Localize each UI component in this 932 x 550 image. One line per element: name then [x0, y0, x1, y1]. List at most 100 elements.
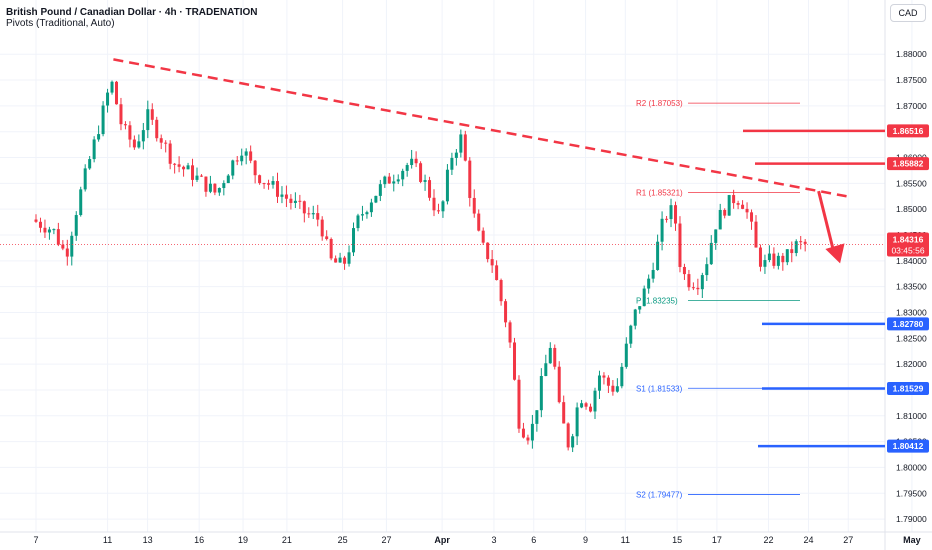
pivot-label: P (1.83235) — [636, 296, 678, 305]
level-price-tag — [887, 439, 929, 453]
candle — [468, 160, 472, 198]
candle — [669, 205, 673, 220]
candle — [226, 175, 230, 184]
x-tick-label: 3 — [491, 535, 496, 545]
candle — [222, 183, 226, 189]
candle — [745, 208, 749, 213]
candle — [191, 165, 195, 180]
candle — [182, 166, 186, 170]
candle — [258, 175, 262, 184]
candle — [61, 244, 65, 249]
candle — [790, 249, 794, 254]
candle — [445, 169, 449, 202]
candle — [432, 197, 436, 211]
candle — [343, 257, 347, 264]
candle — [785, 249, 789, 263]
x-tick-label: 11 — [621, 535, 630, 545]
y-tick-label: 1.79000 — [896, 514, 927, 524]
candle — [602, 375, 606, 378]
level-price-label: 1.80412 — [893, 441, 924, 451]
symbol-title[interactable]: British Pound / Canadian Dollar · 4h · T… — [6, 7, 258, 18]
candle — [508, 322, 512, 343]
currency-button[interactable]: CAD — [890, 4, 926, 22]
candle — [396, 179, 400, 182]
candle — [593, 390, 597, 412]
x-tick-label: 7 — [33, 535, 38, 545]
y-tick-label: 1.87000 — [896, 101, 927, 111]
candle — [454, 152, 458, 158]
candle — [316, 213, 320, 220]
candle — [208, 183, 212, 192]
candle — [347, 252, 351, 264]
candle — [240, 155, 244, 162]
candle — [43, 227, 47, 233]
candle — [589, 406, 593, 412]
level-price-tag — [887, 381, 929, 395]
candle — [262, 183, 266, 185]
candle — [374, 195, 378, 203]
arrow-shaft[interactable] — [817, 190, 836, 254]
candle — [423, 180, 427, 182]
candle — [714, 229, 718, 243]
candle — [164, 142, 168, 144]
y-tick-label: 1.82500 — [896, 333, 927, 343]
level-price-tag — [887, 157, 929, 171]
down-arrow-icon[interactable] — [825, 243, 845, 264]
candle — [159, 138, 163, 143]
candle — [647, 278, 651, 289]
candle — [79, 189, 83, 216]
y-tick-label: 1.85500 — [896, 178, 927, 188]
candle — [450, 157, 454, 170]
candle — [271, 181, 275, 185]
y-tick-label: 1.80000 — [896, 462, 927, 472]
candle — [750, 212, 754, 222]
x-tick-label: 9 — [583, 535, 588, 545]
trendline[interactable] — [113, 58, 847, 198]
candle — [767, 253, 771, 261]
candle — [360, 214, 364, 216]
candle — [566, 423, 570, 448]
candle — [597, 375, 601, 391]
indicator-label[interactable]: Pivots (Traditional, Auto) — [6, 18, 115, 29]
candle — [620, 366, 624, 387]
candle — [629, 325, 633, 344]
candle — [217, 188, 221, 193]
candle — [405, 165, 409, 171]
candle — [392, 181, 396, 184]
candle — [365, 212, 369, 215]
candle — [410, 158, 414, 166]
x-tick-label: 13 — [143, 535, 153, 545]
candle — [311, 213, 315, 215]
candle — [320, 219, 324, 237]
y-tick-label: 1.87500 — [896, 75, 927, 85]
candle — [580, 403, 584, 408]
candle — [481, 230, 485, 243]
candle — [606, 377, 610, 386]
candle — [723, 209, 727, 216]
candle — [213, 183, 217, 193]
candle — [204, 176, 208, 192]
candle — [387, 176, 391, 184]
candle — [705, 264, 709, 276]
candle — [584, 403, 588, 407]
candle — [696, 287, 700, 290]
x-tick-label: 15 — [672, 535, 682, 545]
candle — [146, 109, 150, 131]
candle — [155, 119, 159, 139]
candle — [101, 105, 105, 135]
candle — [325, 236, 329, 240]
candle — [772, 253, 776, 266]
candle — [173, 163, 177, 165]
candle — [231, 160, 235, 176]
candle — [329, 239, 333, 259]
candle — [307, 213, 311, 215]
pivot-label: R1 (1.85321) — [636, 189, 683, 198]
y-tick-label: 1.79500 — [896, 488, 927, 498]
candle — [651, 269, 655, 279]
candle — [137, 141, 141, 148]
y-tick-label: 1.85000 — [896, 204, 927, 214]
candle — [34, 219, 38, 222]
candle — [65, 248, 69, 257]
